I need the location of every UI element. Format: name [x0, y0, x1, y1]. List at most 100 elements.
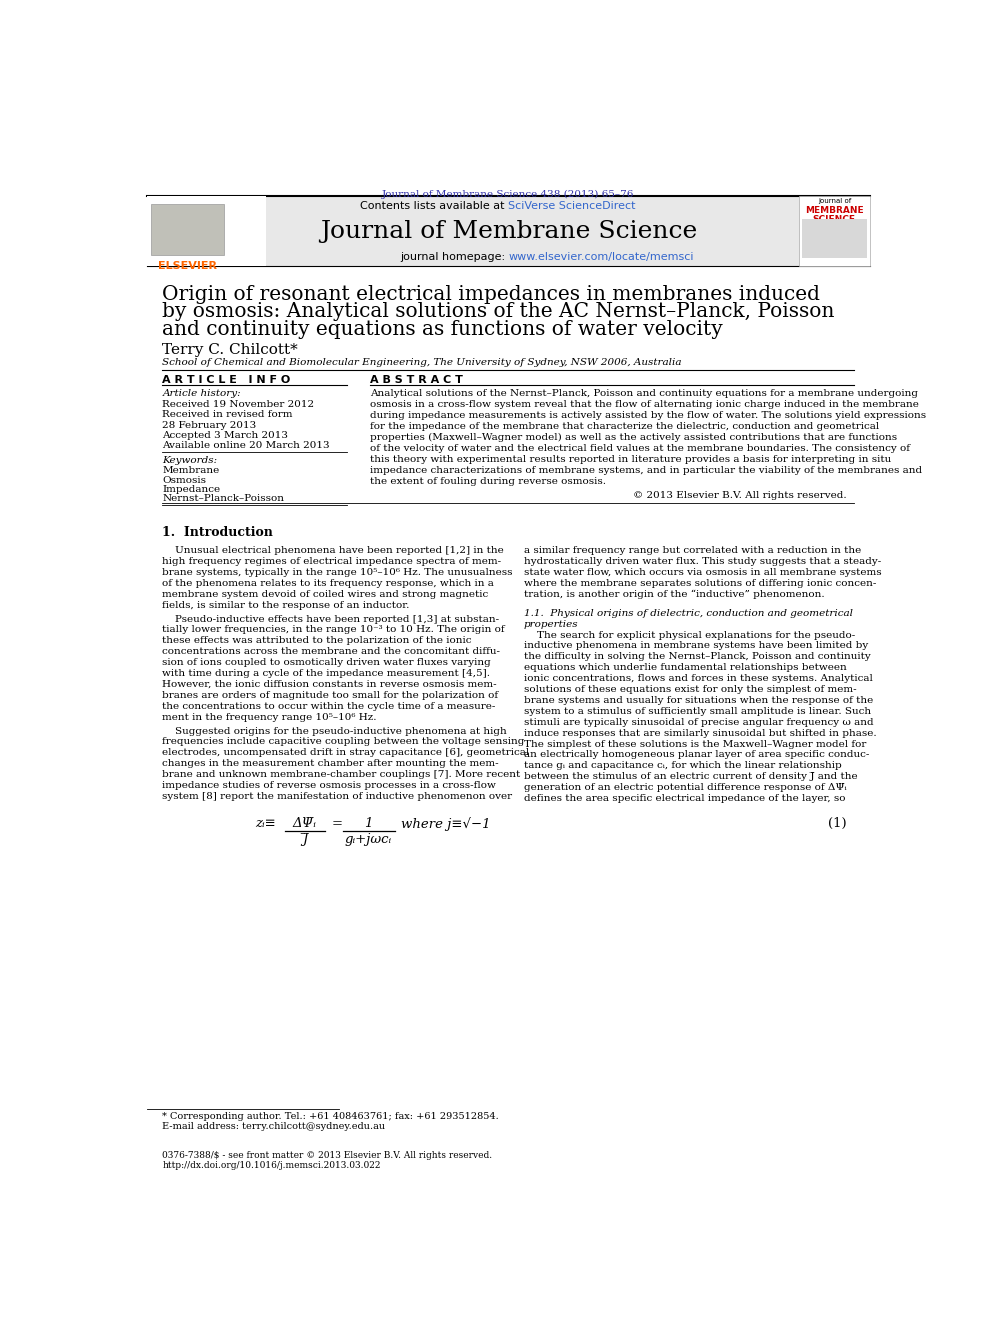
- Text: Suggested origins for the pseudo-inductive phenomena at high: Suggested origins for the pseudo-inducti…: [163, 726, 507, 736]
- Text: this theory with experimental results reported in literature provides a basis fo: this theory with experimental results re…: [370, 455, 891, 464]
- Text: A R T I C L E   I N F O: A R T I C L E I N F O: [163, 374, 291, 385]
- Text: concentrations across the membrane and the concomitant diffu-: concentrations across the membrane and t…: [163, 647, 500, 656]
- Text: J̅: J̅: [302, 833, 308, 847]
- Text: sion of ions coupled to osmotically driven water fluxes varying: sion of ions coupled to osmotically driv…: [163, 658, 491, 667]
- Text: hydrostatically driven water flux. This study suggests that a steady-: hydrostatically driven water flux. This …: [524, 557, 881, 566]
- Text: Article history:: Article history:: [163, 389, 241, 398]
- Text: Unusual electrical phenomena have been reported [1,2] in the: Unusual electrical phenomena have been r…: [163, 546, 504, 556]
- Text: an electrically homogeneous planar layer of area specific conduc-: an electrically homogeneous planar layer…: [524, 750, 869, 759]
- Text: solutions of these equations exist for only the simplest of mem-: solutions of these equations exist for o…: [524, 685, 856, 695]
- Text: brane systems, typically in the range 10⁵–10⁶ Hz. The unusualness: brane systems, typically in the range 10…: [163, 568, 513, 577]
- Text: 0376-7388/$ - see front matter © 2013 Elsevier B.V. All rights reserved.: 0376-7388/$ - see front matter © 2013 El…: [163, 1151, 493, 1160]
- Text: 28 February 2013: 28 February 2013: [163, 421, 257, 430]
- Text: fields, is similar to the response of an inductor.: fields, is similar to the response of an…: [163, 601, 410, 610]
- Text: stimuli are typically sinusoidal of precise angular frequency ω and: stimuli are typically sinusoidal of prec…: [524, 717, 873, 726]
- Text: state water flow, which occurs via osmosis in all membrane systems: state water flow, which occurs via osmos…: [524, 568, 882, 577]
- Text: and continuity equations as functions of water velocity: and continuity equations as functions of…: [163, 320, 723, 339]
- Text: electrodes, uncompensated drift in stray capacitance [6], geometrical: electrodes, uncompensated drift in stray…: [163, 749, 530, 757]
- Text: defines the area specific electrical impedance of the layer, so: defines the area specific electrical imp…: [524, 794, 845, 803]
- Text: ΔΨ̅ᵢ: ΔΨ̅ᵢ: [293, 818, 316, 830]
- Bar: [147, 196, 266, 266]
- Text: brane and unknown membrane-chamber couplings [7]. More recent: brane and unknown membrane-chamber coupl…: [163, 770, 521, 779]
- Text: Keywords:: Keywords:: [163, 456, 217, 466]
- Text: frequencies include capacitive coupling between the voltage sensing: frequencies include capacitive coupling …: [163, 737, 525, 746]
- Text: Nernst–Planck–Poisson: Nernst–Planck–Poisson: [163, 493, 285, 503]
- Text: Received 19 November 2012: Received 19 November 2012: [163, 400, 314, 409]
- Text: E-mail address: terry.chilcott@sydney.edu.au: E-mail address: terry.chilcott@sydney.ed…: [163, 1122, 386, 1131]
- Bar: [147, 196, 870, 266]
- Text: inductive phenomena in membrane systems have been limited by: inductive phenomena in membrane systems …: [524, 642, 868, 651]
- Text: properties: properties: [524, 619, 578, 628]
- Text: branes are orders of magnitude too small for the polarization of: branes are orders of magnitude too small…: [163, 691, 499, 700]
- Text: the difficulty in solving the Nernst–Planck, Poisson and continuity: the difficulty in solving the Nernst–Pla…: [524, 652, 871, 662]
- Text: Impedance: Impedance: [163, 484, 220, 493]
- Text: Journal of Membrane Science 438 (2013) 65–76: Journal of Membrane Science 438 (2013) 6…: [382, 191, 635, 200]
- Bar: [803, 218, 867, 258]
- Text: the extent of fouling during reverse osmosis.: the extent of fouling during reverse osm…: [370, 478, 606, 486]
- Text: membrane system devoid of coiled wires and strong magnetic: membrane system devoid of coiled wires a…: [163, 590, 489, 599]
- Text: SciVerse ScienceDirect: SciVerse ScienceDirect: [509, 201, 636, 210]
- Text: system to a stimulus of sufficiently small amplitude is linear. Such: system to a stimulus of sufficiently sma…: [524, 706, 871, 716]
- Text: Osmosis: Osmosis: [163, 475, 206, 484]
- Text: However, the ionic diffusion constants in reverse osmosis mem-: However, the ionic diffusion constants i…: [163, 680, 497, 689]
- Text: brane systems and usually for situations when the response of the: brane systems and usually for situations…: [524, 696, 873, 705]
- Text: Accepted 3 March 2013: Accepted 3 March 2013: [163, 431, 289, 439]
- Text: with time during a cycle of the impedance measurement [4,5].: with time during a cycle of the impedanc…: [163, 669, 490, 677]
- Text: impedance studies of reverse osmosis processes in a cross-flow: impedance studies of reverse osmosis pro…: [163, 781, 496, 790]
- Text: Terry C. Chilcott*: Terry C. Chilcott*: [163, 343, 299, 357]
- Text: 1.  Introduction: 1. Introduction: [163, 525, 274, 538]
- Text: SCIENCE: SCIENCE: [812, 214, 856, 224]
- Bar: [151, 204, 224, 254]
- Text: journal homepage:: journal homepage:: [400, 253, 509, 262]
- Text: osmosis in a cross-flow system reveal that the flow of alternating ionic charge : osmosis in a cross-flow system reveal th…: [370, 400, 919, 409]
- Text: these effects was attributed to the polarization of the ionic: these effects was attributed to the pola…: [163, 636, 472, 646]
- Text: generation of an electric potential difference response of ΔΨ̅ᵢ: generation of an electric potential diff…: [524, 783, 846, 792]
- Text: ment in the frequency range 10⁵–10⁶ Hz.: ment in the frequency range 10⁵–10⁶ Hz.: [163, 713, 377, 721]
- Text: where the membrane separates solutions of differing ionic concen-: where the membrane separates solutions o…: [524, 578, 876, 587]
- Text: © 2013 Elsevier B.V. All rights reserved.: © 2013 Elsevier B.V. All rights reserved…: [633, 491, 847, 500]
- Text: The search for explicit physical explanations for the pseudo-: The search for explicit physical explana…: [524, 631, 855, 639]
- Text: impedance characterizations of membrane systems, and in particular the viability: impedance characterizations of membrane …: [370, 466, 923, 475]
- Text: by osmosis: Analytical solutions of the AC Nernst–Planck, Poisson: by osmosis: Analytical solutions of the …: [163, 303, 835, 321]
- Bar: [799, 196, 870, 266]
- Text: the concentrations to occur within the cycle time of a measure-: the concentrations to occur within the c…: [163, 701, 496, 710]
- Text: gᵢ+jωcᵢ: gᵢ+jωcᵢ: [345, 833, 392, 847]
- Text: tially lower frequencies, in the range 10⁻³ to 10 Hz. The origin of: tially lower frequencies, in the range 1…: [163, 626, 505, 635]
- Text: Received in revised form: Received in revised form: [163, 410, 293, 419]
- Text: =: =: [331, 818, 342, 830]
- Text: Journal of Membrane Science: Journal of Membrane Science: [319, 220, 697, 243]
- Text: 1: 1: [364, 818, 373, 830]
- Text: zᵢ≡: zᵢ≡: [255, 818, 276, 830]
- Text: equations which underlie fundamental relationships between: equations which underlie fundamental rel…: [524, 663, 846, 672]
- Text: http://dx.doi.org/10.1016/j.memsci.2013.03.022: http://dx.doi.org/10.1016/j.memsci.2013.…: [163, 1162, 381, 1170]
- Text: 1.1.  Physical origins of dielectric, conduction and geometrical: 1.1. Physical origins of dielectric, con…: [524, 609, 853, 618]
- Text: tance gᵢ and capacitance cᵢ, for which the linear relationship: tance gᵢ and capacitance cᵢ, for which t…: [524, 761, 841, 770]
- Text: (1): (1): [828, 818, 847, 830]
- Text: for the impedance of the membrane that characterize the dielectric, conduction a: for the impedance of the membrane that c…: [370, 422, 879, 431]
- Text: of the velocity of water and the electrical field values at the membrane boundar: of the velocity of water and the electri…: [370, 445, 910, 452]
- Text: Pseudo-inductive effects have been reported [1,3] at substan-: Pseudo-inductive effects have been repor…: [163, 614, 500, 623]
- Text: www.elsevier.com/locate/memsci: www.elsevier.com/locate/memsci: [509, 253, 693, 262]
- Text: Origin of resonant electrical impedances in membranes induced: Origin of resonant electrical impedances…: [163, 284, 820, 304]
- Text: Membrane: Membrane: [163, 467, 219, 475]
- Text: of the phenomena relates to its frequency response, which in a: of the phenomena relates to its frequenc…: [163, 578, 494, 587]
- Text: induce responses that are similarly sinusoidal but shifted in phase.: induce responses that are similarly sinu…: [524, 729, 876, 738]
- Text: Available online 20 March 2013: Available online 20 March 2013: [163, 441, 330, 450]
- Text: a similar frequency range but correlated with a reduction in the: a similar frequency range but correlated…: [524, 546, 861, 556]
- Text: School of Chemical and Biomolecular Engineering, The University of Sydney, NSW 2: School of Chemical and Biomolecular Engi…: [163, 359, 682, 368]
- Text: ELSEVIER: ELSEVIER: [158, 261, 216, 271]
- Text: ionic concentrations, flows and forces in these systems. Analytical: ionic concentrations, flows and forces i…: [524, 675, 873, 683]
- Text: * Corresponding author. Tel.: +61 408463761; fax: +61 293512854.: * Corresponding author. Tel.: +61 408463…: [163, 1113, 499, 1122]
- Text: during impedance measurements is actively assisted by the flow of water. The sol: during impedance measurements is activel…: [370, 411, 927, 419]
- Text: Analytical solutions of the Nernst–Planck, Poisson and continuity equations for : Analytical solutions of the Nernst–Planc…: [370, 389, 918, 398]
- Text: Contents lists available at: Contents lists available at: [360, 201, 509, 210]
- Text: system [8] report the manifestation of inductive phenomenon over: system [8] report the manifestation of i…: [163, 792, 513, 800]
- Text: The simplest of these solutions is the Maxwell–Wagner model for: The simplest of these solutions is the M…: [524, 740, 866, 749]
- Text: A B S T R A C T: A B S T R A C T: [370, 374, 463, 385]
- Text: properties (Maxwell–Wagner model) as well as the actively assisted contributions: properties (Maxwell–Wagner model) as wel…: [370, 433, 897, 442]
- Text: high frequency regimes of electrical impedance spectra of mem-: high frequency regimes of electrical imp…: [163, 557, 502, 566]
- Text: changes in the measurement chamber after mounting the mem-: changes in the measurement chamber after…: [163, 759, 499, 769]
- Text: between the stimulus of an electric current of density J̅ and the: between the stimulus of an electric curr…: [524, 773, 857, 781]
- Text: journal of: journal of: [817, 198, 851, 205]
- Text: MEMBRANE: MEMBRANE: [806, 205, 864, 214]
